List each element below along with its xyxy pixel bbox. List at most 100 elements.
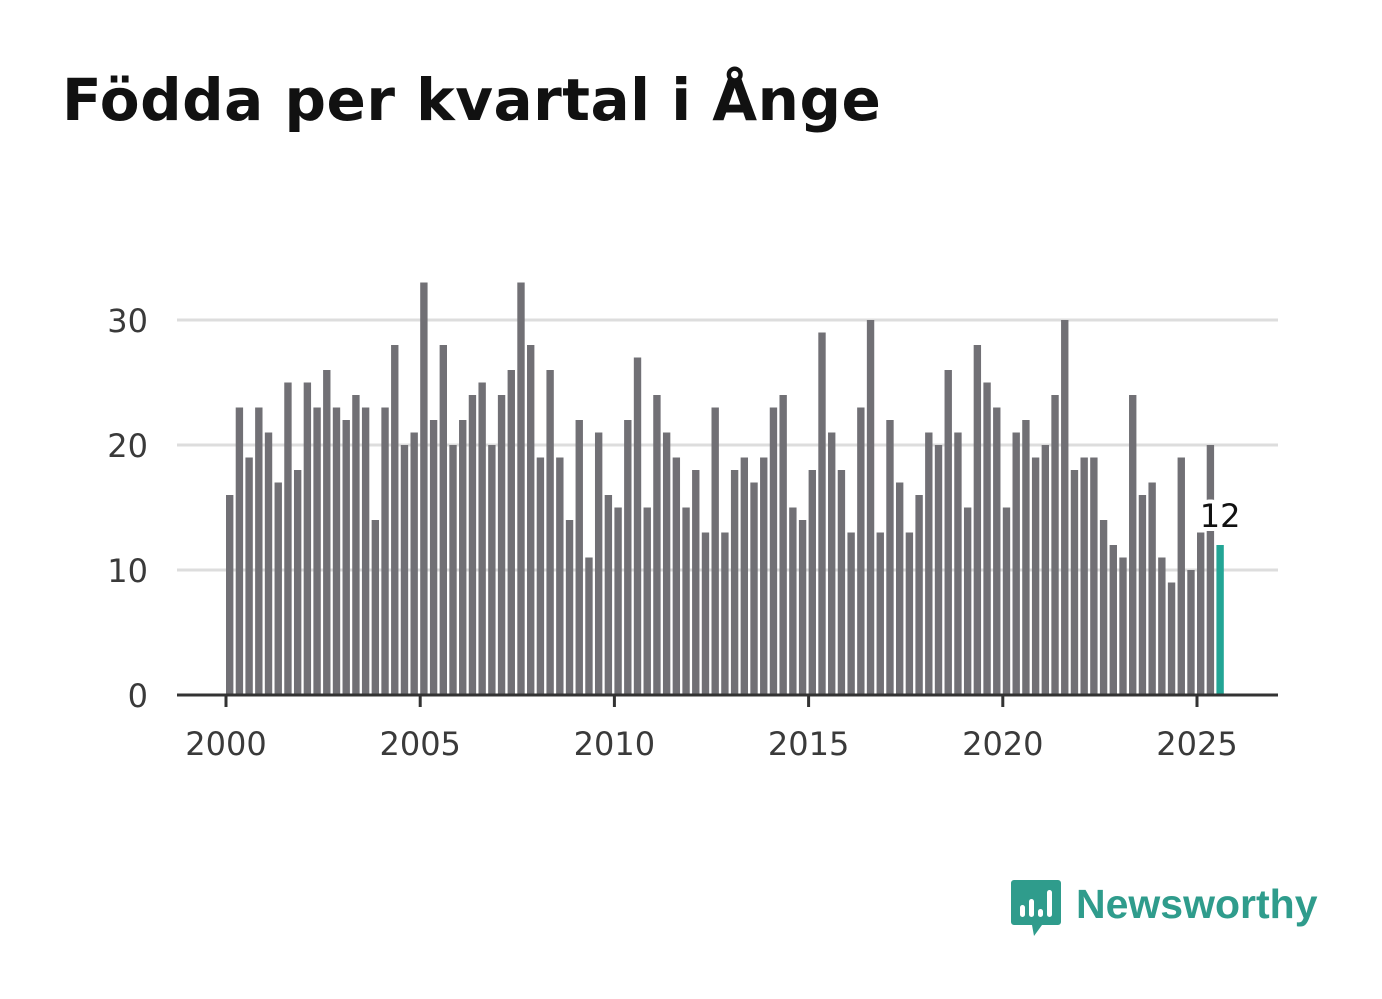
chart-title: Födda per kvartal i Ånge — [62, 66, 882, 134]
bar — [740, 457, 749, 695]
bar — [1041, 445, 1050, 695]
bar — [905, 532, 914, 695]
bar — [264, 432, 273, 695]
bar — [361, 407, 370, 695]
bar — [934, 445, 943, 695]
bar — [439, 345, 447, 695]
bar — [798, 520, 807, 695]
y-tick-label: 20 — [107, 427, 148, 465]
bar — [1119, 557, 1127, 695]
bar — [721, 532, 729, 695]
bar — [614, 507, 622, 695]
bar — [769, 407, 778, 695]
bar — [565, 520, 574, 695]
bar — [750, 482, 758, 695]
bar — [895, 482, 904, 695]
bar — [575, 420, 583, 695]
bar — [342, 420, 350, 695]
bar — [653, 395, 661, 695]
bar — [468, 395, 477, 695]
bar — [633, 357, 642, 695]
bar — [1002, 507, 1011, 695]
bar — [391, 345, 399, 695]
bar — [837, 470, 846, 695]
bar — [1099, 520, 1108, 695]
bar — [1051, 395, 1059, 695]
bar — [478, 382, 486, 695]
bar — [235, 407, 244, 695]
bar — [857, 407, 865, 695]
x-tick-label: 2020 — [962, 725, 1043, 763]
bar — [1080, 457, 1088, 695]
axes — [177, 693, 1278, 707]
bar — [1031, 457, 1040, 695]
bar — [332, 407, 341, 695]
bar — [293, 470, 302, 695]
bar — [692, 470, 700, 695]
bar — [876, 532, 884, 695]
x-tick-label: 2025 — [1156, 725, 1237, 763]
bar — [488, 445, 496, 695]
brand-name: Newsworthy — [1076, 880, 1318, 927]
bar — [410, 432, 418, 695]
bar — [662, 432, 671, 695]
bar — [1148, 482, 1156, 695]
bar — [808, 470, 816, 695]
y-tick-label: 0 — [128, 677, 148, 715]
newsworthy-logo-icon — [1011, 880, 1061, 936]
bar — [497, 395, 506, 695]
bar — [255, 407, 263, 695]
bar — [1090, 457, 1098, 695]
bar — [400, 445, 409, 695]
bar — [711, 407, 719, 695]
bar — [1070, 470, 1079, 695]
bar — [371, 520, 380, 695]
x-tick-label: 2015 — [768, 725, 849, 763]
bar — [323, 370, 331, 695]
bar — [226, 495, 234, 695]
bar — [459, 420, 467, 695]
bar — [954, 432, 962, 695]
bar — [1177, 457, 1185, 695]
bar — [507, 370, 515, 695]
bar — [245, 457, 253, 695]
bar — [536, 457, 545, 695]
bar — [420, 282, 428, 695]
bar — [925, 432, 933, 695]
bar — [886, 420, 894, 695]
x-tick-label: 2005 — [379, 725, 460, 763]
bar — [983, 382, 991, 695]
bar — [760, 457, 768, 695]
bar — [449, 445, 457, 695]
data-label: 12 — [1200, 497, 1241, 535]
data-label-halo: 12 — [1200, 497, 1241, 535]
bar — [429, 420, 438, 695]
bar — [284, 382, 292, 695]
bar — [303, 382, 312, 695]
bar — [963, 507, 972, 695]
bar — [847, 532, 855, 695]
bar — [517, 282, 525, 695]
bar — [789, 507, 797, 695]
bar — [546, 370, 554, 695]
tick-labels: 0 10 20 30 2000 2005 2010 2015 2020 2025 — [107, 302, 1237, 763]
bar — [594, 432, 603, 695]
bar — [818, 332, 826, 695]
bar — [1206, 445, 1215, 695]
brand: Newsworthy — [1010, 878, 1318, 940]
bar — [604, 495, 613, 695]
x-tick-label: 2010 — [574, 725, 655, 763]
bar — [1061, 320, 1069, 695]
bar — [1012, 432, 1020, 695]
bar — [973, 345, 982, 695]
bar — [866, 320, 875, 695]
bar — [779, 395, 787, 695]
bar — [1187, 570, 1195, 695]
bar — [730, 470, 739, 695]
bar-highlighted — [1216, 545, 1224, 695]
x-tick-label: 2000 — [185, 725, 266, 763]
bar — [915, 495, 923, 695]
bar — [527, 345, 535, 695]
